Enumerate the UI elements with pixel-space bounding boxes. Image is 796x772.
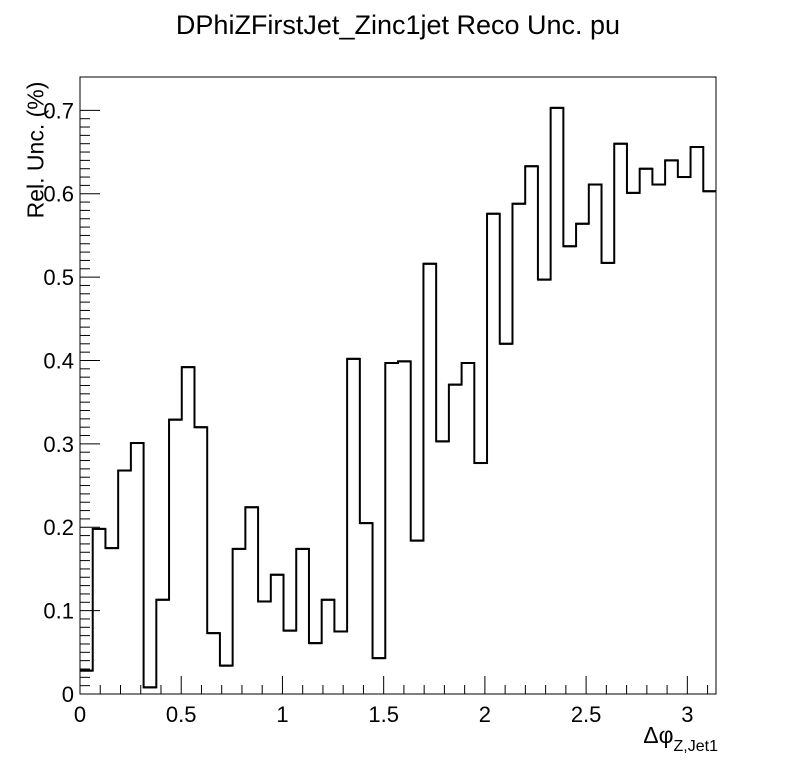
y-tick-label: 0.4 bbox=[43, 348, 74, 373]
chart-title: DPhiZFirstJet_Zinc1jet Reco Unc. pu bbox=[175, 10, 621, 40]
x-tick-label: 2 bbox=[479, 702, 491, 727]
y-tick-label: 0 bbox=[62, 682, 74, 707]
x-tick-label: 1 bbox=[276, 702, 288, 727]
x-axis-label: ΔφZ,Jet1 bbox=[643, 722, 718, 755]
x-axis-label-subscript: Z,Jet1 bbox=[673, 738, 718, 755]
histogram-step-line bbox=[80, 106, 716, 689]
plot-frame bbox=[79, 76, 717, 695]
x-tick-label: 1.5 bbox=[368, 702, 399, 727]
y-tick-label: 0.5 bbox=[43, 265, 74, 290]
y-axis-ticks bbox=[80, 109, 100, 695]
y-axis-tick-labels: 0 0.1 0.2 0.3 0.4 0.5 0.6 0.7 bbox=[43, 98, 74, 707]
y-tick-label: 0.3 bbox=[43, 432, 74, 457]
histogram-bins bbox=[80, 106, 716, 689]
y-axis-label: Rel. Unc. (%) bbox=[22, 81, 49, 219]
y-tick-label: 0.2 bbox=[43, 515, 74, 540]
x-axis-ticks bbox=[79, 676, 709, 694]
x-axis-label-main: Δφ bbox=[643, 722, 674, 748]
x-tick-label: 0.5 bbox=[166, 702, 197, 727]
x-tick-label: 0 bbox=[74, 702, 86, 727]
x-tick-label: 2.5 bbox=[571, 702, 602, 727]
y-tick-label: 0.1 bbox=[43, 599, 74, 624]
y-tick-label: 0.7 bbox=[43, 98, 74, 123]
x-tick-label: 3 bbox=[681, 702, 693, 727]
x-axis-tick-labels: 0 0.5 1 1.5 2 2.5 3 bbox=[74, 702, 694, 727]
y-tick-label: 0.6 bbox=[43, 182, 74, 207]
